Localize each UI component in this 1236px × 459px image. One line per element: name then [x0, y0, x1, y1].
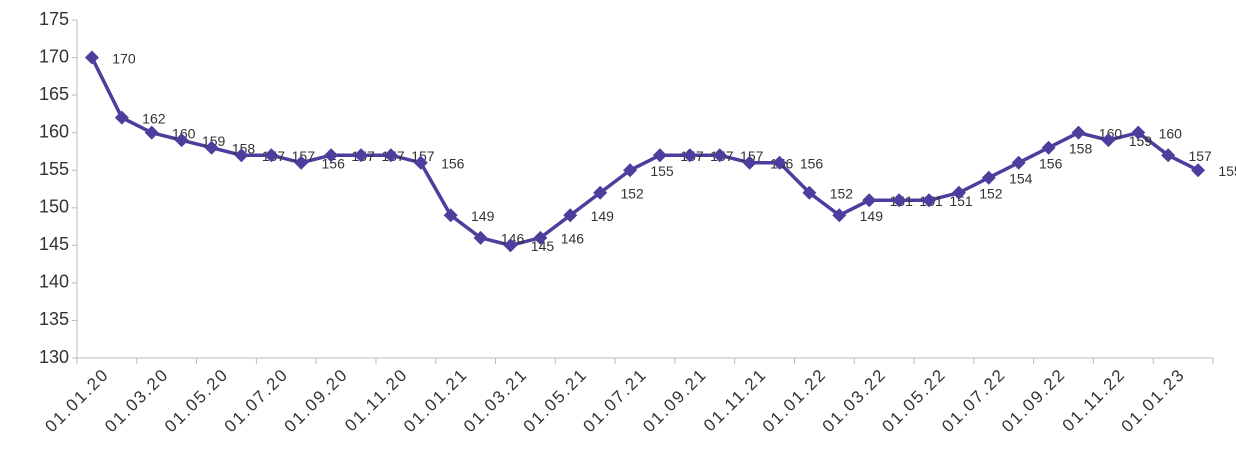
x-tick-label: 01.03.20 — [101, 365, 173, 437]
data-label: 152 — [620, 185, 644, 201]
marker — [802, 185, 817, 200]
x-tick-label: 01.09.20 — [281, 365, 353, 437]
data-label: 156 — [322, 155, 346, 171]
marker — [832, 208, 847, 223]
marker — [981, 170, 996, 185]
marker — [204, 140, 219, 155]
data-label: 157 — [1188, 148, 1212, 164]
data-label: 156 — [1039, 155, 1063, 171]
marker — [1131, 125, 1146, 140]
marker — [234, 148, 249, 163]
x-tick-label: 01.09.21 — [639, 365, 711, 437]
marker — [742, 155, 757, 170]
marker — [264, 148, 279, 163]
data-label: 156 — [441, 155, 465, 171]
data-label: 146 — [561, 231, 585, 247]
data-label: 155 — [650, 163, 674, 179]
y-tick-label: 145 — [39, 234, 69, 254]
data-label: 155 — [1218, 163, 1236, 179]
marker — [354, 148, 368, 163]
x-tick-label: 01.09.22 — [998, 365, 1070, 437]
y-tick-label: 130 — [39, 347, 69, 367]
y-tick-label: 165 — [39, 84, 69, 104]
x-tick-label: 01.05.21 — [520, 365, 592, 437]
y-tick-label: 160 — [39, 121, 69, 141]
marker — [563, 208, 578, 223]
y-tick-label: 170 — [39, 46, 69, 66]
y-tick-label: 155 — [39, 159, 69, 179]
marker — [1161, 148, 1176, 163]
marker — [593, 185, 608, 200]
data-label: 158 — [1069, 140, 1093, 156]
data-label: 145 — [531, 238, 555, 254]
marker — [174, 133, 189, 148]
marker — [413, 155, 428, 170]
marker — [623, 163, 638, 178]
data-label: 156 — [800, 155, 824, 171]
marker — [1191, 163, 1206, 178]
marker — [533, 230, 548, 245]
data-label: 149 — [860, 208, 884, 224]
marker — [1101, 133, 1116, 148]
marker — [144, 125, 159, 140]
x-tick-label: 01.05.20 — [161, 365, 233, 437]
marker — [862, 193, 877, 208]
data-label: 162 — [142, 110, 166, 126]
data-label: 149 — [591, 208, 615, 224]
marker — [1041, 140, 1056, 155]
x-tick-label: 01.03.22 — [819, 365, 891, 437]
data-label: 152 — [830, 185, 854, 201]
y-tick-label: 140 — [39, 272, 69, 292]
marker — [951, 185, 966, 200]
marker — [712, 148, 727, 163]
marker — [324, 148, 339, 163]
x-tick-label: 01.01.22 — [759, 365, 831, 437]
marker — [443, 208, 458, 223]
marker — [503, 238, 518, 253]
marker — [922, 193, 936, 208]
marker — [1071, 125, 1086, 140]
data-label: 154 — [1009, 170, 1033, 186]
x-tick-label: 01.07.21 — [579, 365, 651, 437]
marker — [294, 155, 309, 170]
marker — [84, 50, 99, 65]
marker — [473, 230, 488, 245]
data-label: 152 — [979, 185, 1003, 201]
y-tick-label: 175 — [39, 9, 69, 29]
data-label: 159 — [1129, 133, 1153, 149]
y-tick-label: 150 — [39, 197, 69, 217]
x-tick-label: 01.07.20 — [221, 365, 293, 437]
data-label: 151 — [949, 193, 973, 209]
marker — [652, 148, 667, 163]
data-label: 170 — [112, 50, 136, 66]
marker — [772, 155, 787, 170]
data-label: 160 — [1159, 125, 1183, 141]
x-tick-label: 01.05.22 — [878, 365, 950, 437]
x-tick-label: 01.03.21 — [460, 365, 532, 437]
marker — [383, 148, 398, 163]
y-tick-label: 135 — [39, 309, 69, 329]
marker — [892, 193, 907, 208]
x-tick-label: 01.07.22 — [938, 365, 1010, 437]
x-tick-label: 01.01.21 — [400, 365, 472, 437]
marker — [114, 110, 129, 125]
x-tick-label: 01.01.23 — [1118, 365, 1190, 437]
data-label: 149 — [471, 208, 495, 224]
marker — [682, 148, 697, 163]
x-tick-label: 01.01.20 — [41, 365, 113, 437]
line — [90, 56, 1199, 248]
marker — [1011, 155, 1026, 170]
